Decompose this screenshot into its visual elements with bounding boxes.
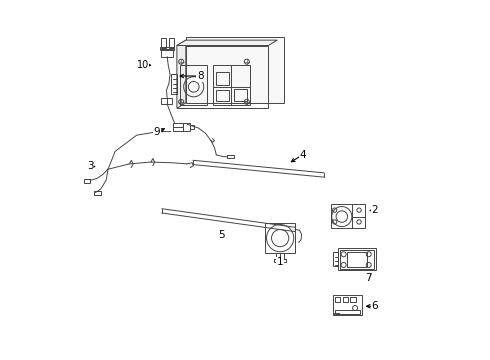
Bar <box>161 49 173 57</box>
Bar <box>213 65 250 105</box>
Bar <box>340 249 374 269</box>
Bar <box>216 72 229 85</box>
Bar <box>186 37 285 103</box>
Bar <box>333 296 362 315</box>
Bar <box>169 38 173 48</box>
Bar <box>227 155 234 158</box>
Bar <box>333 252 338 266</box>
Bar <box>172 74 177 94</box>
Bar <box>234 89 247 101</box>
Text: 8: 8 <box>197 71 203 81</box>
Bar <box>338 248 376 270</box>
Text: 9: 9 <box>154 127 160 137</box>
Bar <box>177 45 269 108</box>
Bar <box>183 123 190 131</box>
Bar <box>350 297 356 302</box>
Bar <box>173 123 183 131</box>
Bar <box>334 313 339 315</box>
Bar <box>161 98 172 104</box>
Bar <box>335 297 341 302</box>
Bar <box>343 297 348 302</box>
Text: 3: 3 <box>87 161 94 171</box>
Bar <box>331 204 365 228</box>
Text: 1: 1 <box>277 257 283 267</box>
Bar <box>94 191 101 195</box>
Bar <box>161 38 166 48</box>
Text: 5: 5 <box>219 230 225 239</box>
Bar <box>160 46 173 50</box>
Bar <box>335 310 360 314</box>
Polygon shape <box>177 40 277 45</box>
Text: 4: 4 <box>299 150 306 160</box>
Text: 6: 6 <box>371 301 378 311</box>
Bar <box>180 65 207 105</box>
Bar <box>216 90 229 101</box>
Polygon shape <box>177 40 186 108</box>
Bar <box>265 223 295 253</box>
Text: 10: 10 <box>137 60 149 70</box>
Text: 2: 2 <box>371 206 378 216</box>
Text: 7: 7 <box>366 273 372 283</box>
Bar <box>190 125 194 129</box>
Bar <box>347 252 367 267</box>
Bar <box>84 179 90 183</box>
Bar <box>274 259 286 262</box>
